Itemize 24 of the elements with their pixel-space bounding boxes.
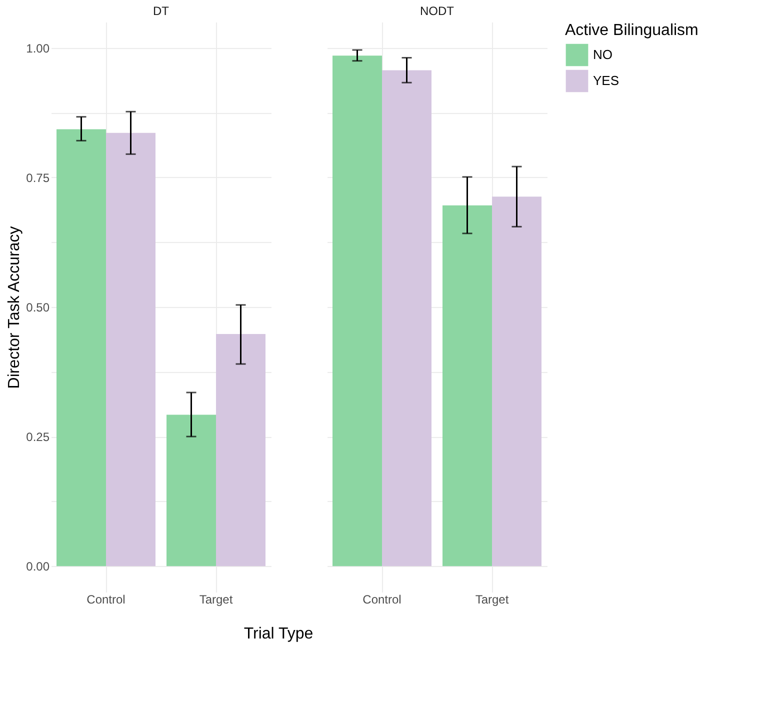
y-tick-label: 0.00 (26, 560, 50, 574)
bar (166, 414, 216, 566)
x-tick-label: Control (86, 592, 126, 606)
bar (216, 334, 266, 566)
y-tick-label: 0.25 (26, 430, 50, 444)
y-axis-title: Director Task Accuracy (6, 226, 24, 389)
bar (56, 129, 106, 566)
y-tick-label: 1.00 (26, 41, 50, 56)
x-axis-title: Trial Type (244, 626, 314, 642)
bar (442, 205, 492, 566)
x-tick-label: Control (362, 592, 402, 606)
bar (382, 70, 432, 566)
y-tick-label: 0.75 (26, 170, 50, 185)
bar (492, 196, 542, 566)
y-tick-label: 0.50 (26, 300, 50, 314)
chart-title: DT (153, 4, 170, 18)
legend-title: Active Bilingualism (565, 22, 698, 39)
x-tick-label: Target (199, 592, 234, 606)
bar (332, 56, 382, 566)
legend-label: YES (593, 73, 620, 88)
legend-label: NO (593, 47, 612, 62)
x-tick-label: Target (475, 592, 510, 606)
bar (106, 132, 156, 566)
chart-title: NODT (420, 4, 455, 18)
